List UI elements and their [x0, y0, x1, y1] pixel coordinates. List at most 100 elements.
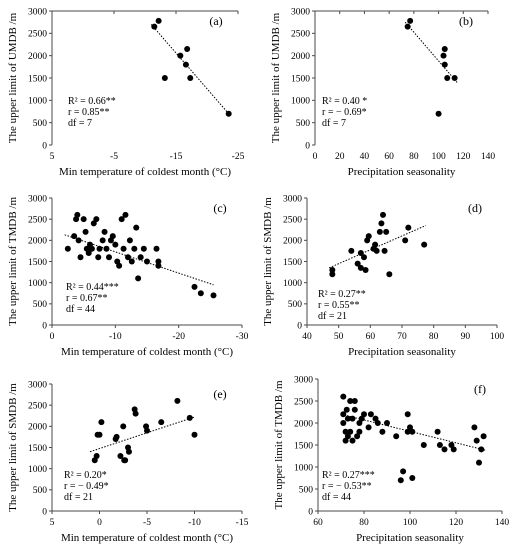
stat-annotation: r = 0.85**	[68, 107, 109, 118]
data-point	[137, 254, 144, 261]
data-point	[436, 442, 443, 448]
x-axis-title: Precipitation seasonality	[348, 346, 456, 358]
data-point	[448, 442, 455, 448]
x-tick-label: 0	[50, 332, 55, 342]
y-tick-label: 2500	[283, 215, 302, 225]
data-point	[451, 75, 458, 81]
stat-annotation: r = 0.67**	[66, 293, 107, 304]
y-tick-label: 500	[33, 300, 48, 310]
x-tick-label: -15	[170, 152, 183, 162]
x-axis-title: Min temperature of coldest month (°C)	[61, 346, 233, 358]
data-point	[122, 457, 129, 464]
x-tick-label: 50	[334, 332, 344, 342]
x-tick-label: 100	[431, 152, 446, 162]
data-point	[361, 411, 367, 418]
data-point	[174, 397, 181, 404]
data-point	[478, 446, 485, 453]
trend-line	[340, 413, 487, 451]
data-point	[444, 75, 451, 81]
panel-d: 0 500 1000 1500 2000 2500 3000 40 50 60 70 80 90 100 P…	[262, 194, 504, 358]
stat-annotation: R² = 0.44***	[66, 282, 119, 293]
data-point	[85, 250, 92, 257]
data-point	[118, 216, 125, 223]
y-tick-label: 1500	[291, 74, 310, 84]
data-point	[116, 262, 123, 269]
data-point	[98, 419, 105, 426]
data-point	[351, 398, 358, 404]
data-point	[402, 237, 409, 244]
data-point	[225, 110, 232, 117]
y-tick-label: 0	[297, 321, 302, 331]
data-point	[155, 17, 162, 24]
data-point	[393, 433, 400, 440]
data-point	[409, 475, 416, 481]
y-tick-label: 3000	[291, 7, 310, 17]
data-point	[153, 245, 160, 252]
data-point	[340, 393, 347, 400]
data-point	[347, 398, 354, 404]
y-tick-label: 2500	[28, 401, 47, 411]
data-point	[197, 290, 204, 297]
y-tick-label: 2500	[28, 30, 47, 40]
x-tick-label: 40	[302, 332, 312, 342]
data-point	[191, 431, 198, 438]
x-tick-label: 140	[481, 152, 496, 162]
y-tick-label: 0	[308, 507, 313, 517]
y-tick-label: 2000	[291, 52, 310, 62]
x-tick-label: -15	[236, 518, 249, 528]
y-tick-label: 1500	[28, 258, 47, 268]
y-axis-title: The upper limit of TMDB /m	[273, 380, 285, 509]
y-axis-title: The upper limit of SMDB /m	[7, 383, 19, 512]
x-tick-label: -30	[236, 332, 249, 342]
x-axis-title: Min temperature of coldest month (°C)	[61, 532, 233, 544]
y-tick-label: 3000	[283, 194, 302, 204]
data-point	[71, 233, 78, 240]
data-point	[344, 415, 351, 422]
stat-annotation: r = − 0.53**	[322, 481, 372, 492]
y-tick-label: 500	[288, 300, 303, 310]
data-point	[347, 428, 354, 435]
data-point	[125, 254, 131, 261]
data-point	[349, 437, 356, 444]
data-point	[144, 258, 150, 265]
data-point	[113, 433, 120, 440]
data-point	[151, 23, 158, 30]
data-point	[421, 241, 428, 248]
data-point	[120, 245, 127, 252]
stat-annotation: R² = 0.27**	[318, 289, 366, 300]
data-point	[381, 247, 388, 254]
x-tick-label: 120	[449, 518, 464, 528]
data-point	[441, 446, 448, 453]
panel-label: (a)	[209, 14, 222, 28]
data-point	[405, 224, 412, 231]
data-point	[407, 424, 413, 431]
x-tick-label: -10	[188, 518, 201, 528]
data-point	[342, 428, 349, 435]
data-point	[106, 254, 112, 261]
stat-annotation: r = − 0.49*	[64, 481, 109, 492]
data-point	[75, 237, 82, 244]
x-tick-label: 0	[97, 518, 102, 528]
stat-annotation: r = − 0.69*	[322, 107, 367, 118]
data-point	[435, 110, 442, 117]
x-tick-label: 80	[429, 332, 439, 342]
data-point	[95, 254, 102, 261]
stat-annotation: df = 7	[68, 118, 92, 129]
y-tick-label: 2500	[28, 215, 47, 225]
data-point	[404, 411, 411, 418]
data-point	[122, 211, 129, 218]
data-point	[128, 258, 135, 265]
data-point	[155, 262, 162, 269]
panel-label: (e)	[213, 387, 226, 401]
y-tick-label: 0	[305, 141, 310, 151]
x-tick-label: 5	[50, 152, 55, 162]
panel-b: 0 500 1000 1500 2000 2500 3000 0 20 40 60 80 100 120 1…	[270, 7, 495, 178]
trend-line	[89, 416, 195, 453]
data-point	[344, 433, 351, 440]
data-point	[131, 245, 138, 252]
x-tick-label: 80	[409, 152, 419, 162]
stat-annotation: df = 21	[64, 492, 93, 503]
